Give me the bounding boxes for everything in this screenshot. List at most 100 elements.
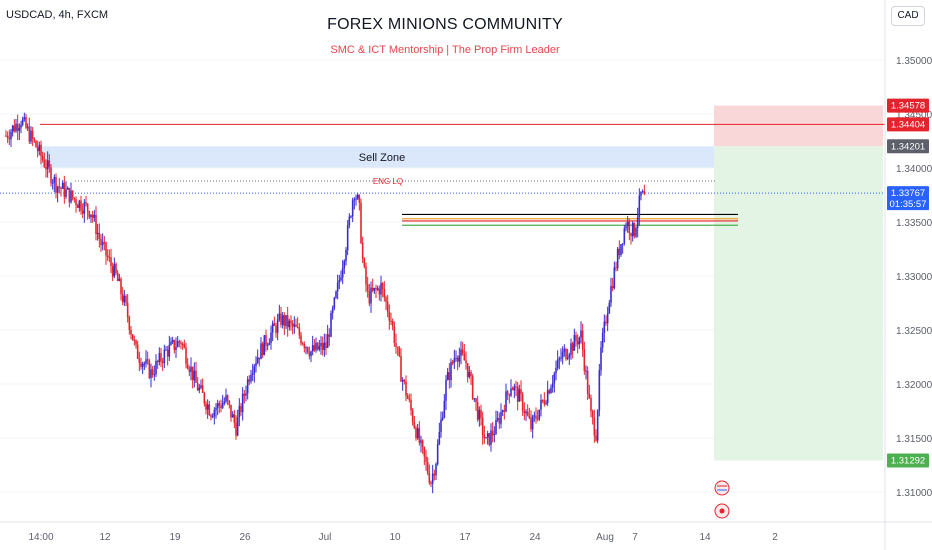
candle-body	[15, 123, 17, 132]
candle-body	[443, 400, 446, 418]
candle-body	[191, 366, 194, 381]
candle-body	[333, 297, 336, 309]
candle-body	[516, 386, 519, 402]
candle-body	[430, 482, 432, 484]
candle-body	[310, 351, 312, 357]
sell-zone-label: Sell Zone	[359, 152, 405, 164]
candle-body	[496, 418, 499, 420]
candle-body	[26, 126, 29, 128]
candle-body	[353, 199, 356, 201]
candle-body	[20, 124, 22, 128]
candle-body	[46, 160, 49, 170]
candle-body	[201, 385, 204, 393]
candle-body	[498, 418, 501, 424]
symbol-label: USDCAD, 4h, FXCM	[6, 9, 109, 21]
candle-body	[598, 370, 601, 411]
candle-body	[548, 390, 551, 394]
candle-body	[543, 400, 546, 404]
candle-body	[250, 374, 252, 382]
candle-body	[490, 430, 492, 445]
candle-body	[538, 409, 541, 420]
candle-body	[536, 418, 539, 420]
candle-body	[641, 191, 644, 193]
candle-body	[276, 319, 279, 333]
candle-body	[60, 187, 62, 189]
candle-body	[450, 362, 452, 381]
candle-body	[93, 214, 96, 218]
candle-body	[153, 374, 156, 376]
candle-body	[523, 410, 526, 414]
candle-body	[163, 349, 166, 363]
candle-body	[21, 119, 24, 125]
candle-body	[188, 368, 191, 372]
candle-body	[618, 248, 621, 255]
reward-zone[interactable]	[714, 146, 883, 461]
candle-body	[121, 294, 124, 303]
candle-body	[560, 357, 562, 359]
candle-body	[135, 340, 137, 345]
line-price-tag	[887, 117, 929, 132]
candle-body	[461, 349, 464, 354]
candle-body	[261, 343, 264, 356]
candle-body	[436, 444, 439, 464]
candle-body	[73, 197, 76, 200]
candle-body	[640, 191, 642, 196]
candle-body	[305, 347, 307, 349]
candle-body	[181, 344, 184, 346]
candle-body	[611, 286, 614, 289]
candle-body	[281, 315, 284, 325]
candle-body	[626, 221, 629, 227]
candle-body	[196, 382, 199, 391]
candle-body	[415, 427, 417, 439]
candle-body	[400, 355, 402, 382]
candle-body	[86, 203, 89, 212]
candle-body	[385, 297, 387, 302]
candle-body	[571, 343, 574, 351]
candle-body	[240, 405, 242, 413]
candle-body	[241, 393, 244, 413]
candle-body	[476, 402, 479, 420]
candle-body	[311, 345, 314, 352]
y-tick-label: 1.32500	[896, 326, 932, 337]
us-flag-icon[interactable]	[714, 480, 730, 496]
candle-body	[256, 357, 259, 364]
candle-body	[488, 433, 491, 445]
candle-body	[370, 287, 372, 304]
candle-body	[423, 447, 426, 457]
candle-body	[325, 342, 327, 348]
target-price-tag-text: 1.31292	[891, 455, 925, 466]
candle-body	[625, 226, 627, 229]
candle-body	[493, 434, 496, 436]
candle-body	[76, 205, 79, 208]
candle-body	[316, 342, 319, 350]
candle-body	[435, 463, 437, 476]
eng-lq-label: ENG LQ	[373, 177, 403, 186]
candle-body	[613, 267, 616, 289]
candle-body	[386, 301, 389, 312]
candle-body	[195, 370, 197, 383]
candle-body	[315, 342, 317, 351]
candle-body	[298, 327, 301, 336]
currency-button[interactable]: CAD	[891, 6, 925, 26]
candle-body	[416, 428, 419, 439]
candle-body	[116, 272, 119, 281]
candle-body	[260, 343, 262, 360]
candle-body	[478, 409, 481, 420]
target-price-tag	[887, 453, 929, 468]
sell-zone[interactable]	[40, 146, 714, 168]
candle-body	[16, 123, 19, 131]
candle-body	[58, 186, 61, 188]
candle-body	[308, 352, 311, 357]
risk-zone[interactable]	[714, 105, 883, 147]
candle-body	[501, 410, 504, 412]
candle-body	[361, 242, 364, 259]
candle-body	[470, 372, 472, 376]
candle-body	[25, 117, 27, 128]
candle-body	[48, 160, 51, 168]
candle-body	[513, 386, 516, 391]
candle-body	[593, 417, 596, 436]
candle-body	[556, 359, 559, 369]
candle-body	[355, 198, 357, 200]
candle-body	[111, 266, 114, 277]
